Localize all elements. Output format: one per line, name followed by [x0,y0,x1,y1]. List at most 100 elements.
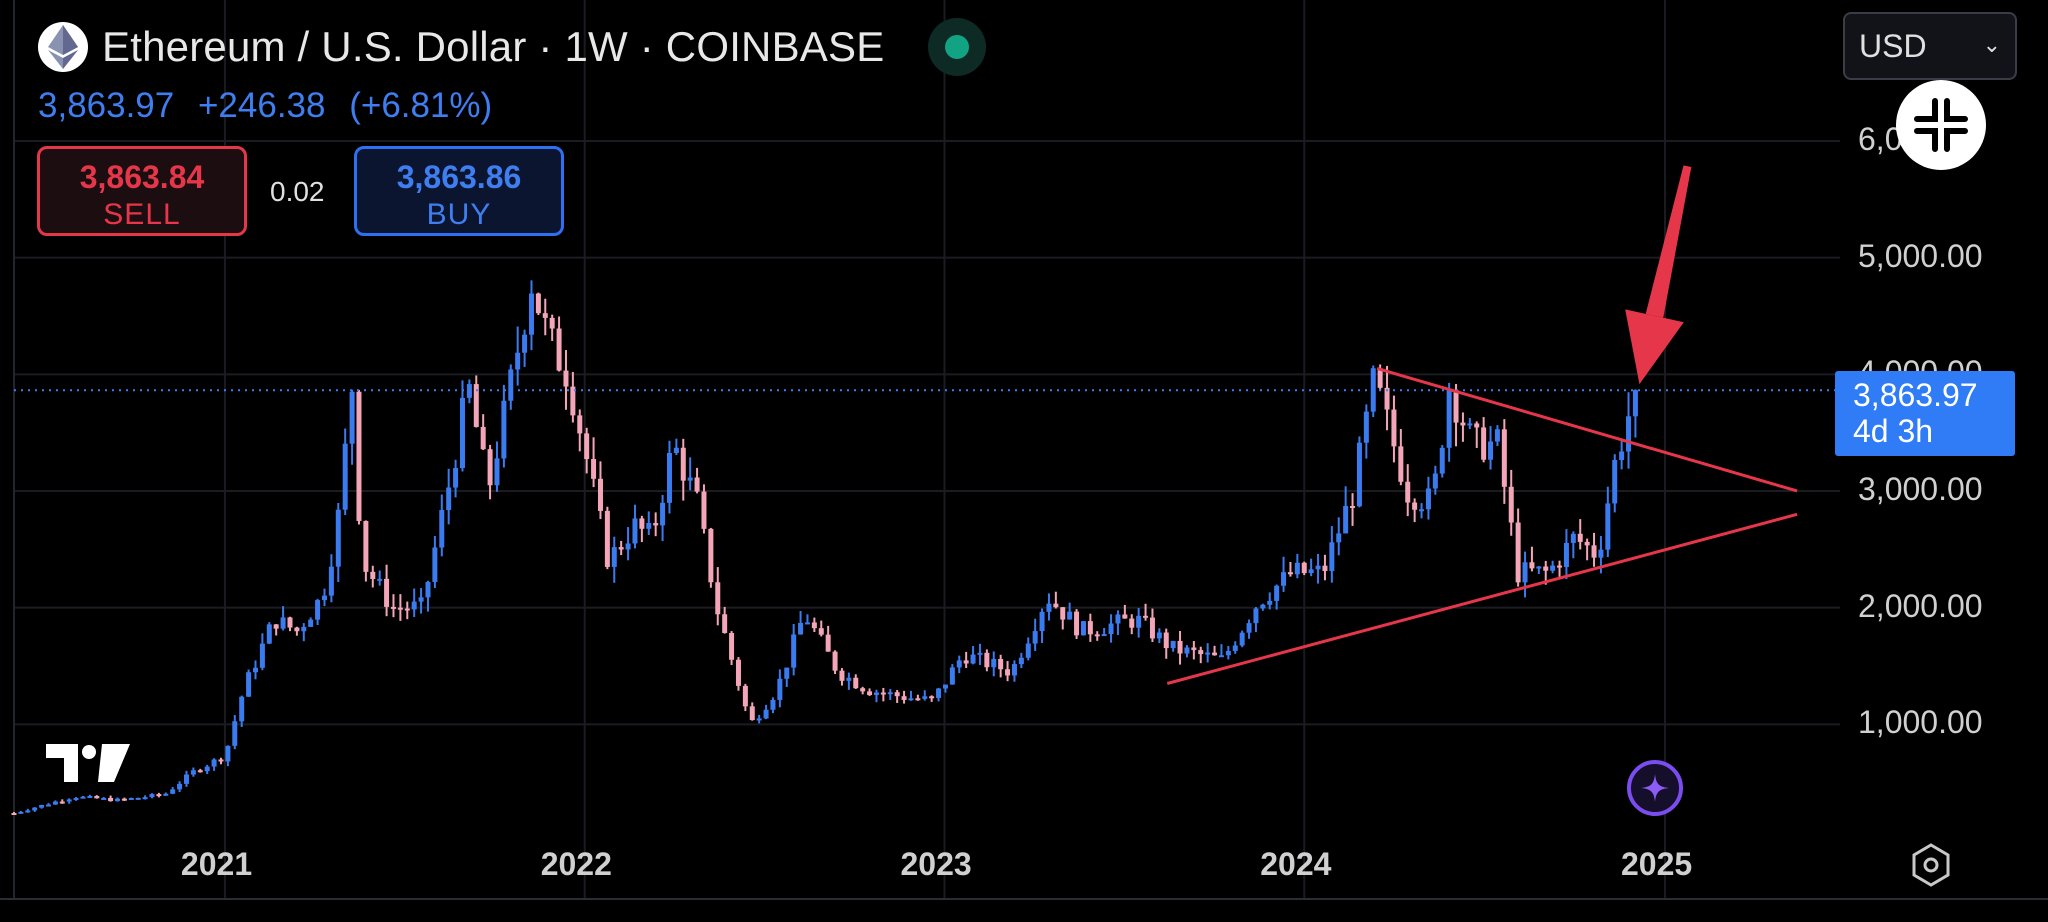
candle-body [1074,611,1080,636]
candle-body [1108,623,1114,635]
candle-body [1384,387,1390,410]
candle-body [1363,411,1369,443]
candle-body [218,759,224,762]
candle-body [570,386,576,416]
candle-body [1163,632,1169,649]
settings-hexagon-icon [1912,843,1950,887]
candle-body [1184,647,1190,654]
candle-body [1501,429,1507,487]
candle-body [1584,541,1590,546]
sell-price: 3,863.84 [79,159,205,195]
candle-body [784,667,790,679]
candle-body [480,426,486,450]
tradingview-logo-icon[interactable] [44,740,134,791]
currency-select[interactable]: USD ⌄ [1843,12,2017,80]
candle-body [501,400,507,459]
y-tick-label: 1,000.00 [1858,704,1983,741]
candle-body [73,798,79,801]
candle-body [149,794,155,798]
candle-body [1198,650,1204,655]
candle-body [1391,409,1397,447]
candle-body [1508,486,1514,523]
candle-body [1412,502,1418,510]
sell-button[interactable]: 3,863.84 SELL [37,146,247,236]
candle-body [32,807,38,811]
candle-body [777,678,783,700]
candle-body [494,458,500,486]
candle-body [1039,611,1045,632]
candle-body [266,624,272,644]
candle-body [1570,533,1576,543]
candle-body [11,812,17,815]
candle-body [597,478,603,511]
candle-body [853,677,859,689]
candle-body [25,810,31,813]
candle-body [425,581,431,598]
candle-body [101,797,107,800]
candle-body [280,617,286,629]
candle-body [1557,565,1563,568]
candle-body [1115,614,1121,624]
candle-body [542,313,548,318]
price-change-percent: (+6.81%) [349,86,493,125]
candle-body [839,670,845,681]
candle-body [577,415,583,434]
candle-body [39,804,45,808]
candle-body [397,607,403,610]
candle-body [453,468,459,488]
candle-body [390,606,396,609]
candle-body [1170,640,1176,649]
candle-body [611,547,617,567]
candle-body [1405,481,1411,503]
spread-value: 0.02 [270,176,325,207]
buy-button[interactable]: 3,863.86 BUY [354,146,564,236]
candle-body [694,477,700,492]
candle-body [915,698,921,701]
candle-body [1232,645,1238,651]
candle-body [1025,643,1031,658]
candle-body [94,796,100,799]
candle-body [246,672,252,697]
currency-value: USD [1859,27,1927,64]
candle-body [473,384,479,427]
candle-body [1619,451,1625,461]
candle-body [121,798,127,801]
candle-body [1101,634,1107,637]
collapse-button[interactable] [1896,80,1986,170]
candle-body [1343,505,1349,534]
candle-body [715,582,721,615]
bottom-divider [0,898,2048,900]
candle-body [1281,572,1287,586]
candle-body [1515,522,1521,583]
candle-body [1267,600,1273,605]
candle-body [356,391,362,521]
candle-body [59,801,65,804]
candle-body [446,487,452,511]
candle-body [1474,423,1480,428]
candle-body [949,667,955,685]
candle-body [1032,631,1038,644]
buy-label: BUY [426,198,492,231]
candle-body [646,523,652,529]
candle-body [232,721,238,746]
candle-body [177,783,183,790]
ai-assistant-button[interactable] [1627,760,1683,816]
candle-body [1218,655,1224,658]
candle-body [163,793,169,796]
candle-body [1274,585,1280,601]
chart-settings-button[interactable] [1908,842,1954,893]
candle-body [522,334,528,353]
candle-body [487,449,493,486]
candle-body [1543,566,1549,571]
symbol-title[interactable]: Ethereum / U.S. Dollar · 1W · COINBASE [102,23,885,70]
candle-body [128,797,134,800]
candle-body [384,578,390,607]
candle-body [211,759,217,767]
candle-body [1212,652,1218,656]
buy-price: 3,863.86 [396,159,522,195]
candle-body [687,477,693,481]
candle-body [1308,569,1314,574]
candle-body [1225,650,1231,656]
candle-body [984,652,990,668]
